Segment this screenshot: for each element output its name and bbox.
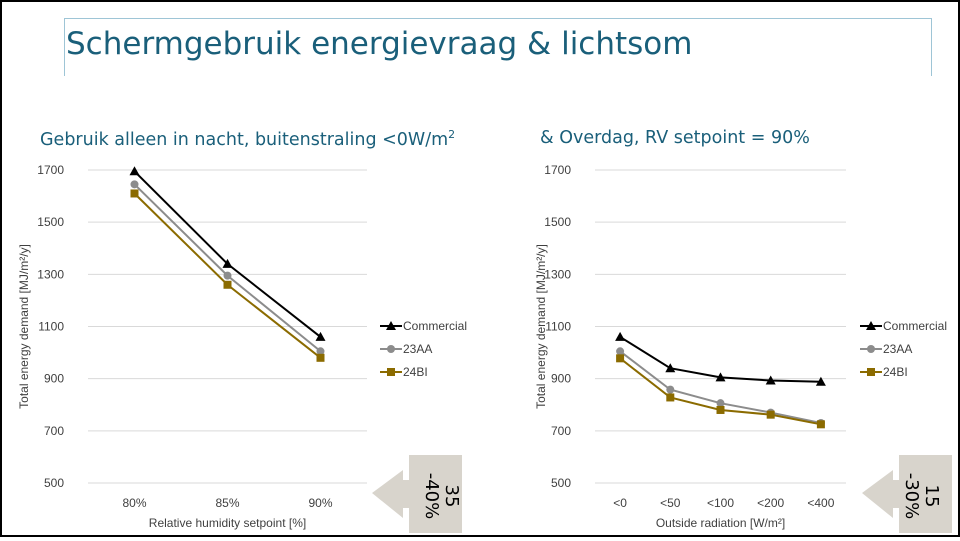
y-tick-label: 1700	[544, 163, 571, 177]
y-tick-label: 900	[551, 372, 571, 386]
left-subtitle: Gebruik alleen in nacht, buitenstraling …	[40, 128, 455, 150]
data-point-commercial	[715, 372, 726, 382]
y-tick-label: 1300	[37, 267, 64, 281]
data-point-commercial	[665, 363, 676, 373]
legend-marker	[386, 321, 396, 330]
data-point-24bi	[816, 420, 825, 429]
title-rule	[64, 18, 65, 76]
y-tick-label: 900	[44, 372, 64, 386]
data-point-commercial	[615, 331, 626, 341]
data-point-24bi	[316, 353, 325, 362]
data-point-24bi	[716, 405, 725, 414]
legend-marker	[866, 321, 876, 330]
data-point-24bi	[766, 410, 775, 419]
legend-label: 23AA	[883, 342, 912, 356]
legend-marker	[387, 345, 395, 353]
data-point-commercial	[129, 166, 140, 176]
right-subtitle: & Overdag, RV setpoint = 90%	[540, 128, 810, 148]
left-arrow-line2: -40%	[421, 472, 442, 520]
data-point-commercial	[315, 331, 326, 341]
x-axis-label: Relative humidity setpoint [%]	[149, 516, 306, 530]
title-rule	[931, 18, 932, 76]
y-tick-label: 700	[44, 424, 64, 438]
right-down-arrow	[862, 455, 952, 533]
y-tick-label: 1100	[545, 320, 571, 334]
data-point-23aa	[716, 399, 725, 408]
legend-label: 24BI	[883, 365, 908, 379]
legend-marker	[867, 345, 875, 353]
x-tick-label: 90%	[308, 496, 332, 510]
x-tick-label: 80%	[122, 496, 146, 510]
data-point-commercial	[765, 375, 776, 385]
data-point-24bi	[223, 280, 232, 289]
legend-label: Commercial	[883, 319, 947, 333]
series-line-24bi	[619, 357, 822, 426]
y-tick-label: 700	[551, 424, 571, 438]
y-tick-label: 1700	[37, 163, 64, 177]
left-arrow-line1: 35	[441, 484, 462, 508]
data-point-23aa	[316, 347, 325, 356]
data-point-24bi	[616, 354, 625, 363]
y-tick-label: 1300	[544, 267, 571, 281]
y-tick-label: 500	[551, 476, 571, 490]
data-point-commercial	[222, 258, 233, 268]
y-tick-label: 1500	[37, 215, 64, 229]
x-tick-label: <100	[707, 496, 734, 510]
data-point-23aa	[223, 271, 232, 280]
title-rule	[64, 18, 932, 19]
right-arrow-label: 15 -30%	[897, 451, 942, 541]
left-arrow-label: 35 -40%	[417, 451, 462, 541]
y-axis-label: Total energy demand [MJ/m²/y]	[534, 244, 548, 409]
legend-label: 24BI	[403, 365, 428, 379]
x-tick-label: <50	[660, 496, 681, 510]
data-point-24bi	[130, 189, 139, 198]
right-arrow-line1: 15	[921, 484, 942, 508]
y-axis-label: Total energy demand [MJ/m²/y]	[17, 244, 31, 409]
data-point-23aa	[130, 180, 139, 189]
legend-marker	[387, 368, 395, 376]
y-tick-label: 500	[44, 476, 64, 490]
x-tick-label: <0	[613, 496, 627, 510]
legend-marker	[867, 368, 875, 376]
series-line-commercial	[133, 170, 322, 338]
x-tick-label: <400	[807, 496, 834, 510]
data-point-23aa	[666, 385, 675, 394]
y-tick-label: 1500	[544, 215, 571, 229]
left-down-arrow	[372, 455, 462, 533]
x-axis-label: Outside radiation [W/m²]	[656, 516, 785, 530]
x-tick-label: <200	[757, 496, 784, 510]
right-arrow-line2: -30%	[901, 472, 922, 520]
data-point-23aa	[616, 347, 625, 356]
data-point-commercial	[815, 376, 826, 386]
y-tick-label: 1100	[38, 320, 64, 334]
legend-label: Commercial	[403, 319, 467, 333]
data-point-24bi	[666, 393, 675, 402]
left-subtitle-text: Gebruik alleen in nacht, buitenstraling …	[40, 129, 449, 150]
slide-title: Schermgebruik energievraag & lichtsom	[66, 26, 693, 62]
x-tick-label: 85%	[215, 496, 239, 510]
legend-label: 23AA	[403, 342, 432, 356]
left-subtitle-sup: 2	[448, 128, 456, 141]
